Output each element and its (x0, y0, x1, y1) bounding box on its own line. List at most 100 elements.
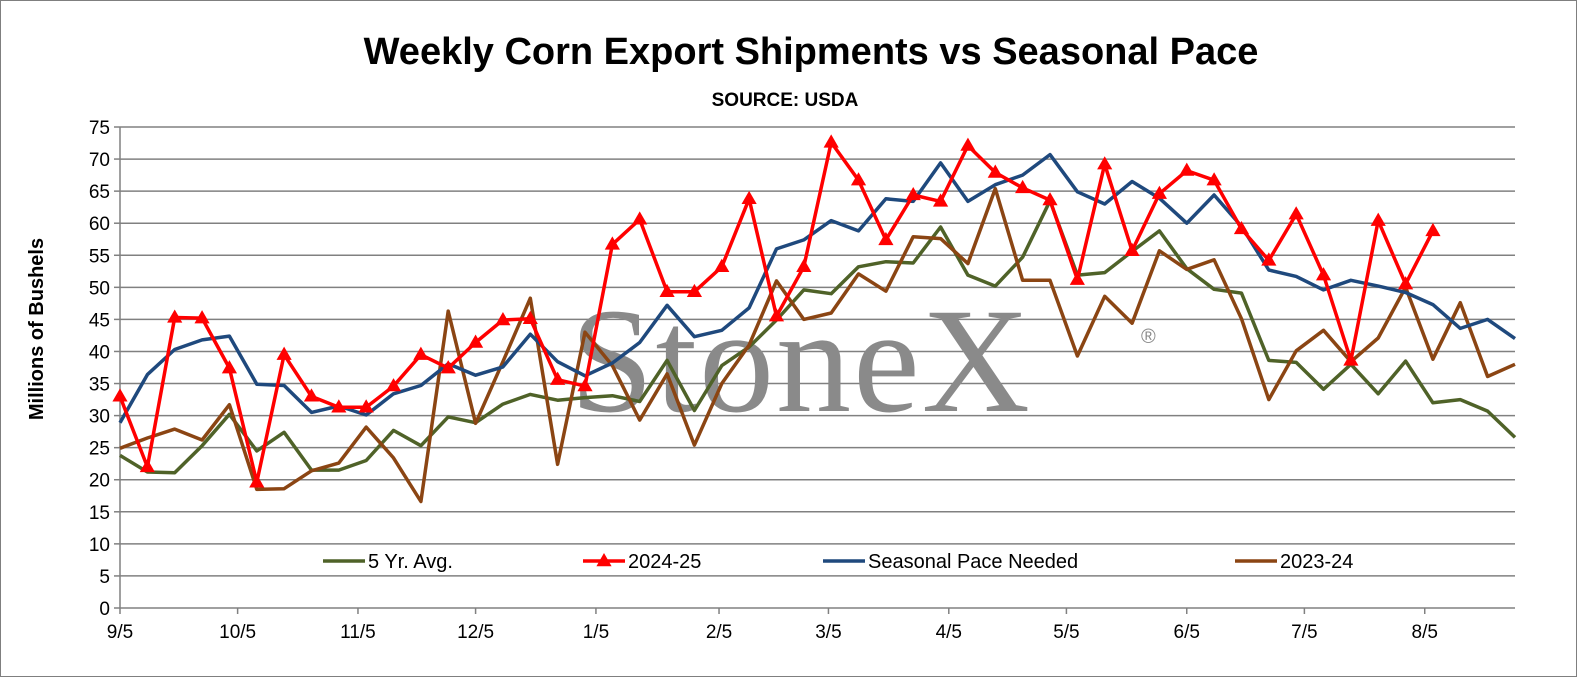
legend-label: 2023-24 (1280, 551, 1353, 573)
series-3 (119, 186, 1516, 504)
data-point (194, 310, 210, 324)
data-point (358, 399, 374, 413)
data-point (1042, 192, 1058, 206)
data-point (987, 164, 1003, 178)
data-point (1069, 271, 1085, 285)
data-point (331, 399, 347, 413)
data-point (1343, 352, 1359, 366)
series-0 (119, 199, 1517, 475)
data-point (1288, 206, 1304, 220)
y-axis-label: Millions of Bushels (26, 238, 48, 420)
y-tick-label: 75 (89, 118, 110, 139)
data-point (741, 190, 757, 205)
x-tick-label: 3/5 (815, 622, 841, 643)
legend-marker (596, 553, 612, 567)
data-point (1315, 267, 1332, 281)
x-tick-labels: 9/5 10/5 11/5 12/5 1/5 2/5 3/5 4/5 5/5 6/5 7/5 8/5 (107, 622, 1438, 643)
data-point (440, 360, 456, 374)
data-point (659, 283, 675, 298)
series-line (118, 152, 1517, 424)
data-point (1425, 222, 1441, 237)
y-tick-label: 70 (89, 150, 110, 171)
x-tick-label: 1/5 (583, 622, 609, 643)
y-tick-label: 40 (89, 342, 110, 363)
data-point (1233, 220, 1250, 235)
data-point (932, 193, 949, 207)
watermark-registered-mark: ® (1141, 326, 1156, 348)
gridlines (120, 126, 1515, 577)
data-point (221, 360, 238, 374)
data-point (467, 334, 484, 348)
data-point (495, 312, 511, 326)
data-point (960, 137, 976, 151)
data-point (303, 388, 320, 402)
y-tick-label: 30 (89, 407, 110, 428)
series-2 (118, 152, 1517, 424)
stonex-watermark: StoneX ® (570, 278, 1156, 444)
data-point (632, 211, 648, 225)
axes (114, 126, 1515, 614)
data-point (768, 308, 785, 322)
data-point (112, 388, 128, 402)
data-point (1097, 156, 1113, 170)
data-point (577, 378, 593, 392)
y-tick-label: 5 (99, 567, 110, 588)
data-point (139, 458, 155, 473)
legend: 5 Yr. Avg. 2024-25 Seasonal Pace Needed 202… (323, 551, 1353, 573)
x-tick-label: 6/5 (1174, 622, 1200, 643)
x-tick-label: 11/5 (340, 622, 376, 643)
legend-label: Seasonal Pace Needed (868, 551, 1078, 573)
data-point (905, 186, 921, 201)
data-point (1261, 252, 1277, 266)
data-point (823, 134, 839, 148)
chart-title: Weekly Corn Export Shipments vs Seasonal… (364, 31, 1259, 73)
data-point (850, 172, 867, 186)
y-tick-label: 60 (89, 214, 110, 235)
chart-subtitle: SOURCE: USDA (712, 90, 859, 111)
data-point (413, 346, 429, 360)
y-tick-label: 20 (89, 471, 110, 492)
y-tick-label: 15 (89, 503, 110, 524)
x-tick-label: 4/5 (936, 622, 962, 643)
y-tick-label: 55 (89, 246, 110, 267)
data-point (1151, 185, 1168, 199)
legend-item: Seasonal Pace Needed (823, 551, 1078, 573)
data-point (1206, 172, 1222, 186)
data-point (276, 346, 292, 360)
data-point (249, 474, 265, 488)
data-point (1179, 162, 1195, 176)
x-tick-label: 9/5 (107, 622, 133, 643)
x-tick-label: 7/5 (1291, 622, 1317, 643)
y-tick-label: 0 (99, 599, 110, 620)
series-line (119, 186, 1516, 504)
series-lines (112, 134, 1517, 504)
x-tick-label: 10/5 (219, 622, 256, 643)
legend-item: 5 Yr. Avg. (323, 551, 453, 573)
data-point (550, 371, 566, 385)
x-tick-label: 8/5 (1412, 622, 1438, 643)
data-point (1015, 179, 1031, 194)
data-point (1124, 242, 1140, 256)
y-tick-label: 35 (89, 375, 110, 396)
y-tick-label: 25 (89, 439, 110, 460)
data-point (796, 258, 812, 273)
x-tick-label: 2/5 (706, 622, 732, 643)
y-tick-labels: 0 5 10 15 20 25 30 35 40 45 50 55 60 65 70 75 (89, 118, 110, 620)
series-line (119, 199, 1517, 475)
data-point (686, 283, 703, 298)
y-tick-label: 10 (89, 535, 110, 556)
data-point (385, 378, 402, 392)
series-1 (112, 134, 1441, 488)
data-point (714, 258, 730, 273)
data-point (604, 236, 620, 250)
legend-item: 2024-25 (583, 551, 701, 573)
data-point (1397, 276, 1414, 290)
y-tick-label: 50 (89, 278, 110, 299)
y-tick-label: 45 (89, 310, 110, 331)
data-point (167, 309, 183, 323)
x-tick-label: 5/5 (1053, 622, 1079, 643)
legend-label: 2024-25 (628, 551, 701, 573)
y-tick-label: 65 (89, 182, 110, 203)
